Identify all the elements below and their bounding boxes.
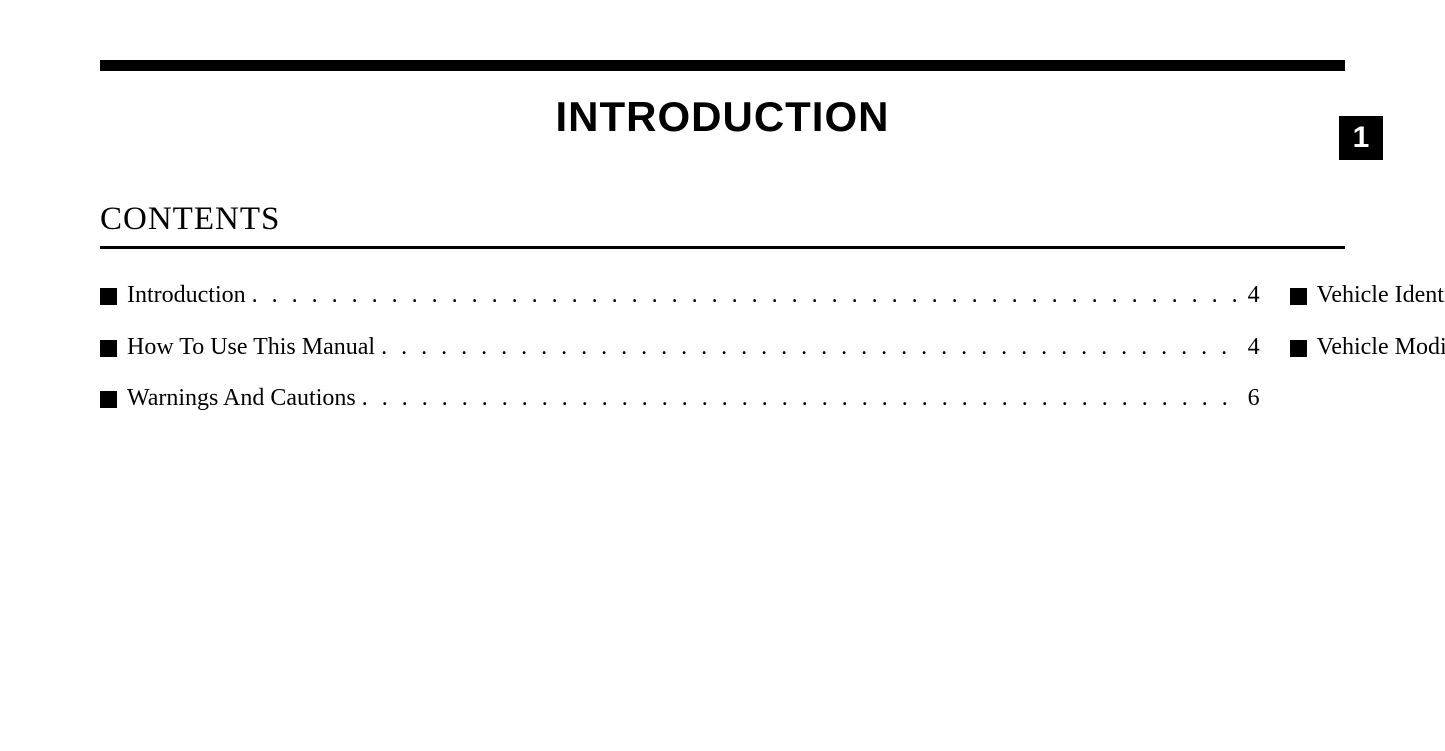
toc-entry: Warnings And Cautions 6 xyxy=(100,382,1260,416)
square-bullet-icon xyxy=(100,391,117,408)
toc-container: Introduction 4 How To Use This Manual 4 … xyxy=(100,279,1345,434)
toc-dot-leader xyxy=(381,331,1242,365)
toc-entry: How To Use This Manual 4 xyxy=(100,331,1260,365)
toc-right-column: Vehicle Identification Number 6 Vehicle … xyxy=(1290,279,1445,434)
toc-dot-leader xyxy=(252,279,1242,313)
section-title: INTRODUCTION xyxy=(100,93,1345,141)
square-bullet-icon xyxy=(100,288,117,305)
toc-label: How To Use This Manual xyxy=(127,331,381,365)
toc-label: Vehicle Identification Number xyxy=(1317,279,1445,313)
chapter-number-tab: 1 xyxy=(1339,116,1383,160)
document-page: INTRODUCTION 1 CONTENTS Introduction 4 H… xyxy=(0,0,1445,434)
toc-label: Vehicle Modifications/Alterations xyxy=(1317,331,1445,365)
contents-heading: CONTENTS xyxy=(100,201,1345,249)
toc-label: Warnings And Cautions xyxy=(127,382,362,416)
toc-label: Introduction xyxy=(127,279,252,313)
square-bullet-icon xyxy=(100,340,117,357)
top-horizontal-rule xyxy=(100,60,1345,71)
toc-left-column: Introduction 4 How To Use This Manual 4 … xyxy=(100,279,1260,434)
chapter-number: 1 xyxy=(1353,121,1370,155)
toc-entry: Introduction 4 xyxy=(100,279,1260,313)
square-bullet-icon xyxy=(1290,340,1307,357)
square-bullet-icon xyxy=(1290,288,1307,305)
toc-entry: Vehicle Identification Number 6 xyxy=(1290,279,1445,313)
toc-dot-leader xyxy=(362,382,1242,416)
toc-page-number: 6 xyxy=(1242,382,1260,416)
toc-page-number: 4 xyxy=(1242,331,1260,365)
toc-page-number: 4 xyxy=(1242,279,1260,313)
toc-entry: Vehicle Modifications/Alterations 7 xyxy=(1290,331,1445,365)
